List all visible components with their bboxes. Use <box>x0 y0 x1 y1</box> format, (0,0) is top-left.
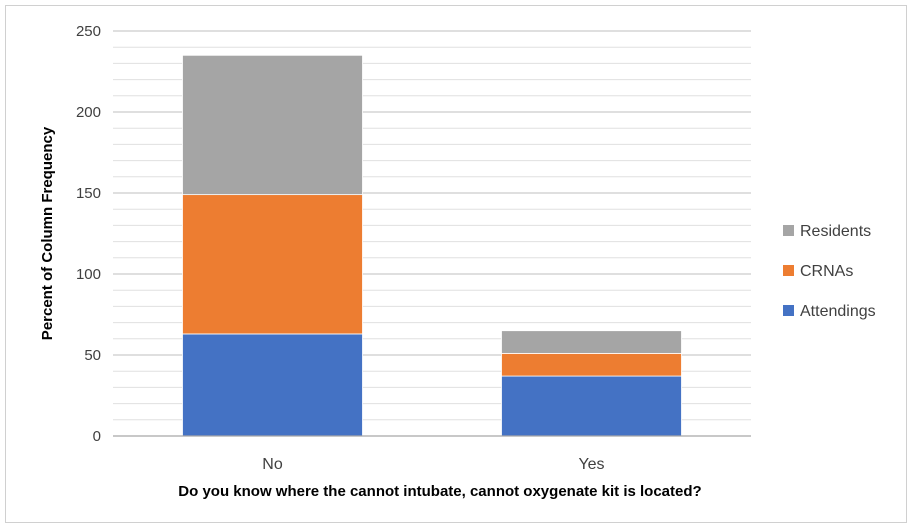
bar-crnas-yes <box>501 352 682 377</box>
y-tick-label: 250 <box>76 23 101 40</box>
y-tick-label: 100 <box>76 266 101 283</box>
bar-attendings-no <box>182 333 363 437</box>
bar-residents-no <box>182 54 363 196</box>
legend-label-attendings: Attendings <box>800 303 876 320</box>
legend-swatch-crnas <box>783 265 794 276</box>
legend-swatch-residents <box>783 225 794 236</box>
x-tick-labels: No Yes <box>262 456 604 473</box>
legend-swatch-attendings <box>783 305 794 316</box>
x-axis-label: Do you know where the cannot intubate, c… <box>178 483 701 500</box>
bar-residents-yes <box>501 330 682 354</box>
y-axis-label: Percent of Column Frequency <box>39 126 56 340</box>
y-tick-label: 150 <box>76 185 101 202</box>
y-tick-label: 0 <box>93 428 101 445</box>
x-tick-label: No <box>262 456 283 473</box>
bar-attendings-yes <box>501 375 682 437</box>
chart-frame: 0 50 100 150 200 250 No Yes Percent of Column … <box>5 5 907 523</box>
x-tick-label: Yes <box>578 456 604 473</box>
y-tick-label: 50 <box>84 347 101 364</box>
y-tick-label: 200 <box>76 104 101 121</box>
stacked-bar-chart: 0 50 100 150 200 250 No Yes Percent of Column … <box>39 23 876 500</box>
bar-crnas-no <box>182 194 363 335</box>
legend-label-residents: Residents <box>800 223 871 240</box>
bars <box>182 54 682 437</box>
legend-label-crnas: CRNAs <box>800 263 853 280</box>
y-tick-labels: 0 50 100 150 200 250 <box>76 23 101 445</box>
legend: Residents CRNAs Attendings <box>783 223 876 320</box>
